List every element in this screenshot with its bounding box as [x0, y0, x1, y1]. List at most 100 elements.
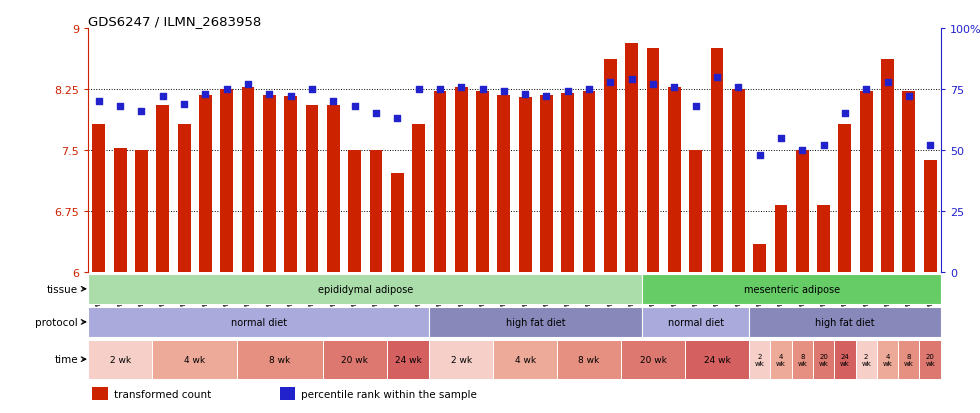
Bar: [604, 60, 616, 273]
Bar: [685, 340, 749, 379]
Bar: [433, 92, 446, 273]
Bar: [749, 340, 770, 379]
Bar: [220, 90, 233, 273]
Point: [880, 79, 896, 86]
Text: 20
wk: 20 wk: [925, 353, 935, 366]
Text: 4
wk: 4 wk: [776, 353, 786, 366]
Text: 20 wk: 20 wk: [640, 355, 666, 364]
Text: percentile rank within the sample: percentile rank within the sample: [302, 389, 477, 399]
Point: [858, 86, 874, 93]
Bar: [898, 340, 919, 379]
Bar: [859, 92, 872, 273]
Bar: [642, 274, 941, 304]
Point: [901, 94, 916, 100]
Bar: [642, 307, 749, 337]
Point: [795, 147, 810, 154]
Point: [666, 84, 682, 91]
Bar: [817, 206, 830, 273]
Bar: [754, 244, 766, 273]
Bar: [668, 88, 681, 273]
Bar: [242, 88, 255, 273]
Text: 4 wk: 4 wk: [184, 355, 206, 364]
Text: 24 wk: 24 wk: [704, 355, 730, 364]
Bar: [834, 340, 856, 379]
Point: [454, 84, 469, 91]
Bar: [455, 88, 467, 273]
Bar: [284, 96, 297, 273]
Point: [581, 86, 597, 93]
Point: [240, 82, 256, 88]
Point: [262, 91, 277, 98]
Bar: [327, 106, 340, 273]
Point: [560, 89, 575, 95]
Text: high fat diet: high fat diet: [506, 317, 565, 327]
Point: [113, 104, 128, 110]
Text: 8
wk: 8 wk: [798, 353, 808, 366]
Bar: [749, 307, 941, 337]
Bar: [493, 340, 557, 379]
Bar: [689, 151, 702, 273]
Bar: [413, 125, 425, 273]
Bar: [386, 340, 429, 379]
Point: [710, 74, 725, 81]
Point: [496, 89, 512, 95]
Bar: [135, 151, 148, 273]
Bar: [881, 60, 894, 273]
Bar: [152, 340, 237, 379]
Point: [688, 104, 704, 110]
Text: 8 wk: 8 wk: [578, 355, 600, 364]
Point: [304, 86, 319, 93]
Text: normal diet: normal diet: [667, 317, 724, 327]
Bar: [557, 340, 621, 379]
Text: transformed count: transformed count: [114, 389, 211, 399]
Text: 2 wk: 2 wk: [451, 355, 471, 364]
Bar: [518, 98, 531, 273]
Bar: [92, 387, 108, 400]
Bar: [796, 151, 808, 273]
Bar: [199, 95, 212, 273]
Bar: [177, 125, 190, 273]
Bar: [157, 106, 170, 273]
Bar: [88, 274, 643, 304]
Text: 20
wk: 20 wk: [818, 353, 828, 366]
Point: [283, 94, 299, 100]
Bar: [903, 92, 915, 273]
Point: [133, 109, 149, 115]
Text: 20 wk: 20 wk: [341, 355, 368, 364]
Point: [432, 86, 448, 93]
Point: [837, 111, 853, 117]
Bar: [369, 151, 382, 273]
Text: GDS6247 / ILMN_2683958: GDS6247 / ILMN_2683958: [88, 15, 262, 28]
Bar: [562, 94, 574, 273]
Point: [389, 116, 405, 122]
Text: 24 wk: 24 wk: [395, 355, 421, 364]
Point: [368, 111, 384, 117]
Point: [474, 86, 490, 93]
Bar: [429, 340, 493, 379]
Point: [198, 91, 214, 98]
Text: high fat diet: high fat diet: [815, 317, 875, 327]
Text: time: time: [54, 354, 78, 364]
Bar: [429, 307, 642, 337]
Text: 2
wk: 2 wk: [861, 353, 871, 366]
Text: 2 wk: 2 wk: [110, 355, 130, 364]
Point: [219, 86, 234, 93]
Point: [411, 86, 426, 93]
Bar: [774, 206, 787, 273]
Bar: [476, 92, 489, 273]
Bar: [237, 340, 322, 379]
Bar: [306, 106, 318, 273]
Bar: [732, 90, 745, 273]
Text: normal diet: normal diet: [230, 317, 287, 327]
Bar: [92, 125, 105, 273]
Bar: [348, 151, 361, 273]
Bar: [919, 340, 941, 379]
Text: 24
wk: 24 wk: [840, 353, 850, 366]
Bar: [839, 125, 852, 273]
Point: [517, 91, 533, 98]
Bar: [877, 340, 898, 379]
Bar: [792, 340, 813, 379]
Bar: [322, 340, 386, 379]
Bar: [88, 340, 152, 379]
Bar: [621, 340, 685, 379]
